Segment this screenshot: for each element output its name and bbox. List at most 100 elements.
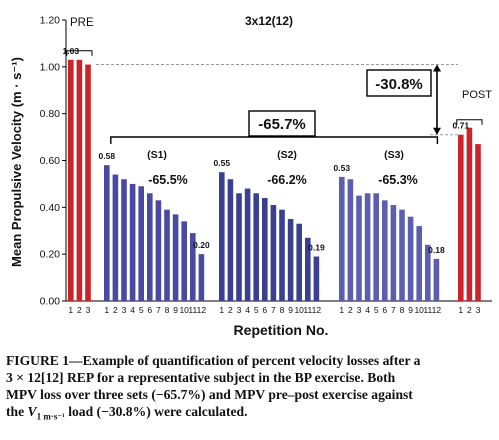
bar (190, 233, 196, 301)
bar (305, 237, 311, 301)
x-tick-label: 7 (156, 305, 161, 315)
bar-value-label: 1.03 (63, 46, 80, 56)
x-tick-label: 1 (339, 305, 344, 315)
caption-variable-subscript: 1 m·s⁻¹ (36, 411, 65, 422)
caption-line-1: FIGURE 1—Example of quantification of pe… (6, 353, 421, 368)
caption-line-4: the V1 m·s⁻¹ load (−30.8%) were calculat… (6, 403, 494, 426)
x-tick-label: 10 (414, 305, 424, 315)
bar-value-label: 0.55 (214, 158, 231, 168)
pre-post-loss-box (366, 69, 432, 97)
arrow-head-up (433, 64, 441, 72)
bar (227, 179, 234, 301)
bar (85, 64, 91, 301)
x-tick-label: 2 (228, 305, 233, 315)
bar (219, 172, 225, 301)
bar (164, 209, 170, 301)
sets-bracket (110, 136, 439, 144)
bar-value-label: 0.58 (99, 151, 116, 161)
x-tick-label: 9 (288, 305, 293, 315)
caption-line-2: 3 × 12[12] REP for a representative subj… (6, 370, 396, 385)
arrow-head-down (433, 127, 441, 135)
x-tick-label: 12 (197, 305, 207, 315)
bar (121, 179, 127, 301)
x-tick-label: 3 (86, 305, 91, 315)
y-tick-label: 0.40 (40, 202, 61, 214)
bar (236, 193, 242, 301)
y-tick-label: 0.20 (40, 249, 61, 261)
pre-post-loss-label: -30.8% (375, 76, 423, 93)
x-tick-label: 1 (104, 305, 109, 315)
caption-line-4-after: load (−30.8%) were calculated. (64, 404, 248, 419)
bar (244, 188, 251, 301)
bar (112, 174, 119, 301)
x-axis-title: Repetition No. (234, 322, 329, 338)
x-tick-label: 3 (237, 305, 242, 315)
caption-line-4-before: the (6, 404, 28, 419)
bar (287, 219, 294, 301)
x-tick-label: 8 (165, 305, 170, 315)
bar (253, 193, 259, 301)
bar (147, 193, 153, 301)
set-label: (S3) (384, 149, 404, 161)
x-tick-label: 2 (77, 305, 82, 315)
y-tick-label: 1.20 (40, 15, 61, 27)
bar-value-label: 0.71 (453, 121, 470, 131)
x-tick-label: 12 (432, 305, 442, 315)
x-tick-label: 11 (423, 305, 432, 315)
x-tick-label: 10 (294, 305, 304, 315)
y-tick-label: 0.60 (40, 155, 61, 167)
x-tick-label: 1 (219, 305, 224, 315)
x-tick-label: 8 (280, 305, 285, 315)
y-tick-label: 1.00 (40, 61, 61, 73)
x-tick-label: 11 (188, 305, 197, 315)
chart: 0.00 0.20 0.40 0.60 0.80 1.00 1.20 Mean Propuls… (9, 14, 492, 338)
x-tick-label: 2 (348, 305, 353, 315)
x-tick-label: 5 (254, 305, 259, 315)
bar-value-label: 0.19 (308, 243, 325, 253)
x-tick-label: 6 (147, 305, 152, 315)
bar (416, 226, 422, 301)
x-tick-label: 9 (408, 305, 413, 315)
bar (181, 221, 187, 301)
x-tick-label: 7 (271, 305, 276, 315)
x-tick-label: 3 (122, 305, 127, 315)
x-tick-label: 4 (365, 305, 370, 315)
bar-value-label: 0.20 (193, 240, 210, 250)
x-tick-label: 6 (262, 305, 267, 315)
bar (364, 193, 371, 301)
caption-line-3: MPV loss over three sets (−65.7%) and MP… (6, 387, 413, 402)
set-loss-label: -66.2% (267, 173, 307, 187)
x-tick-label: 10 (179, 305, 189, 315)
x-tick-label: 3 (357, 305, 362, 315)
bar (279, 209, 285, 301)
overall-loss-label: -65.7% (258, 116, 306, 133)
y-tick-label: 0.80 (40, 108, 61, 120)
x-tick-label: 11 (303, 305, 312, 315)
caption-variable: V (27, 404, 37, 419)
y-axis-title: Mean Propulsive Velocity (m · s⁻¹) (9, 57, 24, 267)
y-tick-label: 0.00 (40, 296, 61, 308)
x-tick-label: 4 (130, 305, 135, 315)
bar (466, 127, 473, 301)
x-tick-label: 7 (391, 305, 396, 315)
x-tick-label: 1 (458, 305, 463, 315)
bar (262, 197, 268, 301)
figure-caption: FIGURE 1—Example of quantification of pe… (6, 352, 494, 426)
overall-loss-box (248, 110, 316, 137)
x-tick-label: 2 (113, 305, 118, 315)
post-label: POST (462, 89, 492, 101)
x-tick-label: 5 (374, 305, 379, 315)
bar (390, 204, 397, 301)
bar (458, 134, 464, 301)
bar-value-label: 0.53 (334, 163, 351, 173)
bar (373, 193, 379, 301)
x-tick-label: 12 (312, 305, 322, 315)
set-loss-label: -65.3% (378, 173, 418, 187)
bar (407, 216, 414, 301)
bar (433, 258, 440, 301)
x-tick-label: 8 (400, 305, 405, 315)
x-tick-label: 1 (68, 305, 73, 315)
bar (129, 183, 136, 301)
x-tick-label: 3 (476, 305, 481, 315)
bar-value-label: 0.18 (428, 245, 445, 255)
